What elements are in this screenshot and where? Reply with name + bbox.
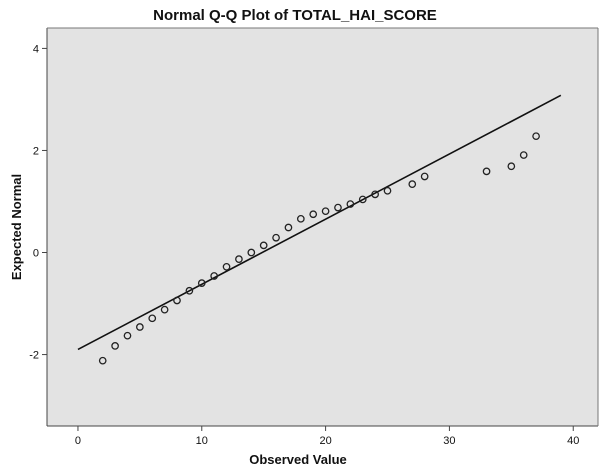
data-point <box>334 203 342 212</box>
data-point <box>98 356 107 365</box>
data-point <box>123 331 132 340</box>
data-point <box>222 262 231 271</box>
data-point <box>235 255 243 263</box>
x-tick-label: 0 <box>75 435 81 447</box>
data-point <box>136 323 144 331</box>
x-ticks: 0 10 20 30 40 <box>75 426 579 447</box>
data-point <box>197 279 206 287</box>
data-points <box>98 132 540 365</box>
data-point <box>371 190 379 199</box>
y-tick-label: 0 <box>33 248 39 260</box>
data-point <box>272 233 280 242</box>
x-tick-label: 10 <box>196 435 208 447</box>
y-tick-label: 4 <box>33 43 39 55</box>
data-point <box>185 286 194 295</box>
data-point <box>284 223 293 232</box>
data-point <box>160 305 169 314</box>
y-tick-label: 2 <box>33 145 39 157</box>
data-point <box>358 195 367 204</box>
data-point <box>173 296 181 305</box>
x-tick-label: 30 <box>443 435 455 447</box>
data-point <box>111 342 119 350</box>
y-axis-label: Expected Normal <box>9 174 24 280</box>
data-point <box>383 186 392 195</box>
data-point <box>346 200 355 208</box>
data-point <box>247 248 256 257</box>
data-point <box>309 210 318 219</box>
reference-line-group <box>77 94 562 351</box>
data-point <box>210 272 219 280</box>
data-point <box>507 162 516 171</box>
x-tick-label: 40 <box>567 435 579 447</box>
reference-line <box>77 94 562 351</box>
data-point <box>532 132 540 141</box>
data-point <box>408 180 417 188</box>
y-ticks: -2 0 2 4 <box>29 43 47 362</box>
x-axis-label: Observed Value <box>249 452 347 467</box>
data-point <box>148 314 157 323</box>
data-point <box>519 151 528 159</box>
plot-area <box>47 28 598 426</box>
data-point <box>482 167 491 176</box>
x-tick-label: 20 <box>319 435 331 447</box>
data-point <box>296 214 305 223</box>
chart-title: Normal Q-Q Plot of TOTAL_HAI_SCORE <box>153 7 437 24</box>
y-tick-label: -2 <box>29 350 39 362</box>
data-point <box>321 207 330 216</box>
data-point <box>259 241 268 250</box>
data-point <box>420 172 429 181</box>
